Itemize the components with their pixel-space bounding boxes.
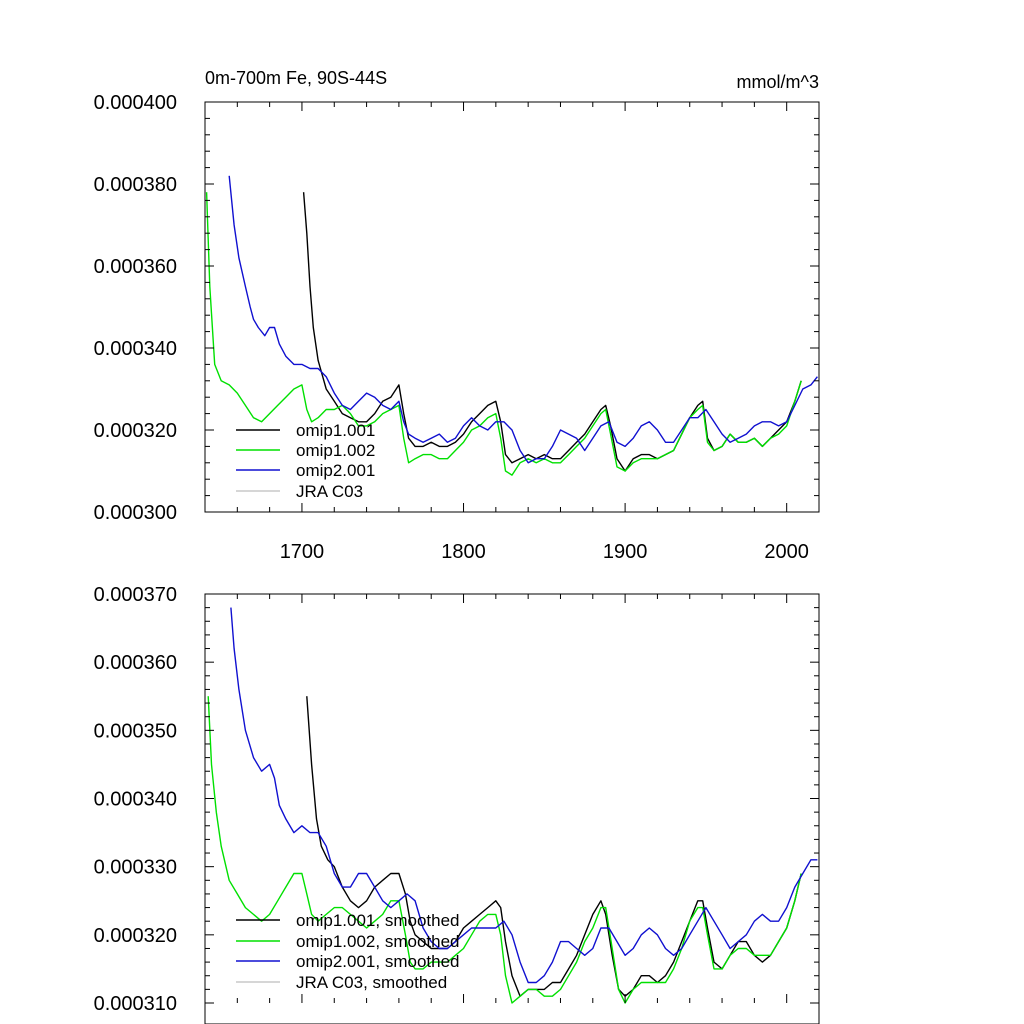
top-panel-title: 0m-700m Fe, 90S-44S <box>205 68 387 88</box>
bottom-y-tick-label: 0.000310 <box>94 993 177 1015</box>
top-x-tick-label: 2000 <box>764 541 809 563</box>
bottom-panel: 0.000310 0.000320 0.000330 0.000340 0.000350… <box>94 584 820 1024</box>
top-y-tick-label: 0.000400 <box>94 92 177 114</box>
bottom-series-omip1-001-smoothed <box>306 696 802 997</box>
bottom-y-tick-label: 0.000340 <box>94 789 177 811</box>
bottom-series-group <box>207 607 818 1004</box>
top-legend: omip1.001 omip1.002 omip2.001 JRA C03 <box>236 421 375 501</box>
legend-label-omip1-001: omip1.001 <box>296 421 375 440</box>
top-x-tick-label: 1900 <box>603 541 648 563</box>
legend-label-omip1-002: omip1.002 <box>296 441 375 460</box>
top-ticks-group: 0.000300 0.000320 0.000340 0.000360 0.000380… <box>94 92 820 563</box>
legend-label-omip2-001-smoothed: omip2.001, smoothed <box>296 952 460 971</box>
top-y-tick-label: 0.000340 <box>94 338 177 360</box>
bottom-y-tick-label: 0.000360 <box>94 652 177 674</box>
top-y-tick-label: 0.000380 <box>94 174 177 196</box>
legend-label-omip1-001-smoothed: omip1.001, smoothed <box>296 911 460 930</box>
top-y-tick-label: 0.000320 <box>94 420 177 442</box>
bottom-y-tick-label: 0.000350 <box>94 720 177 742</box>
legend-label-omip1-002-smoothed: omip1.002, smoothed <box>296 932 460 951</box>
top-x-tick-label: 1800 <box>441 541 486 563</box>
top-panel-units: mmol/m^3 <box>737 72 819 92</box>
top-series-omip2-001 <box>228 175 818 464</box>
bottom-y-tick-label: 0.000370 <box>94 584 177 606</box>
legend-label-jra-c03-smoothed: JRA C03, smoothed <box>296 973 447 992</box>
top-y-tick-label: 0.000360 <box>94 256 177 278</box>
bottom-y-tick-label: 0.000330 <box>94 857 177 879</box>
top-plot-frame <box>204 101 820 513</box>
bottom-y-tick-label: 0.000320 <box>94 925 177 947</box>
bottom-series-omip1-002-smoothed <box>207 696 802 1004</box>
top-series-group <box>205 175 818 476</box>
bottom-legend: omip1.001, smoothed omip1.002, smoothed … <box>236 911 460 992</box>
top-x-tick-label: 1700 <box>280 541 325 563</box>
top-series-omip1-002 <box>205 192 802 476</box>
bottom-series-omip2-001-smoothed <box>230 607 818 984</box>
bottom-plot-frame <box>204 593 820 1024</box>
legend-label-jra-c03: JRA C03 <box>296 482 363 501</box>
top-y-tick-label: 0.000300 <box>94 502 177 524</box>
top-series-omip1-001 <box>302 192 802 472</box>
legend-label-omip2-001: omip2.001 <box>296 461 375 480</box>
top-panel: 0m-700m Fe, 90S-44S mmol/m^3 0.0003000.0… <box>94 68 820 563</box>
